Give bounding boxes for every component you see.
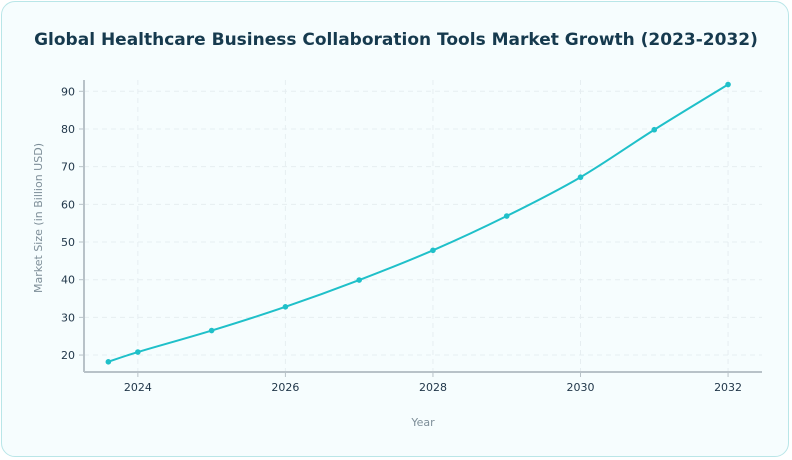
data-point (135, 349, 141, 355)
y-tick-label: 60 (61, 198, 75, 211)
y-tick-label: 40 (61, 274, 75, 287)
data-point (430, 247, 436, 254)
y-axis-label: Market Size (in Billion USD) (32, 143, 45, 293)
data-point (503, 213, 510, 219)
y-tick-label: 50 (61, 236, 75, 249)
x-tick-label: 2030 (567, 381, 595, 394)
x-tick-label: 2026 (271, 381, 299, 394)
y-tick-label: 70 (61, 161, 75, 174)
x-tick-label: 2024 (124, 381, 152, 394)
y-tick-label: 90 (61, 85, 75, 98)
chart-title: Global Healthcare Business Collaboration… (34, 30, 758, 50)
series-line (108, 83, 729, 363)
y-tick-label: 30 (61, 311, 75, 324)
y-tick-label: 20 (61, 349, 75, 362)
data-point (282, 304, 289, 310)
x-axis-label: Year (410, 416, 435, 429)
x-tick-label: 2028 (419, 381, 447, 394)
data-point (208, 327, 215, 334)
x-tick-label: 2032 (714, 381, 742, 394)
y-tick-label: 80 (61, 123, 75, 136)
data-point (356, 277, 362, 283)
data-point (105, 359, 112, 365)
data-point (651, 126, 658, 133)
data-point (725, 81, 731, 88)
data-point (577, 174, 584, 181)
